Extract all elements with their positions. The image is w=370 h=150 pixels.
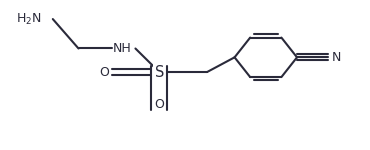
Text: N: N bbox=[332, 51, 341, 64]
Text: S: S bbox=[155, 64, 164, 80]
Text: O: O bbox=[154, 98, 164, 111]
Text: H$_2$N: H$_2$N bbox=[16, 12, 42, 27]
Text: O: O bbox=[99, 66, 109, 79]
Text: NH: NH bbox=[113, 42, 132, 55]
